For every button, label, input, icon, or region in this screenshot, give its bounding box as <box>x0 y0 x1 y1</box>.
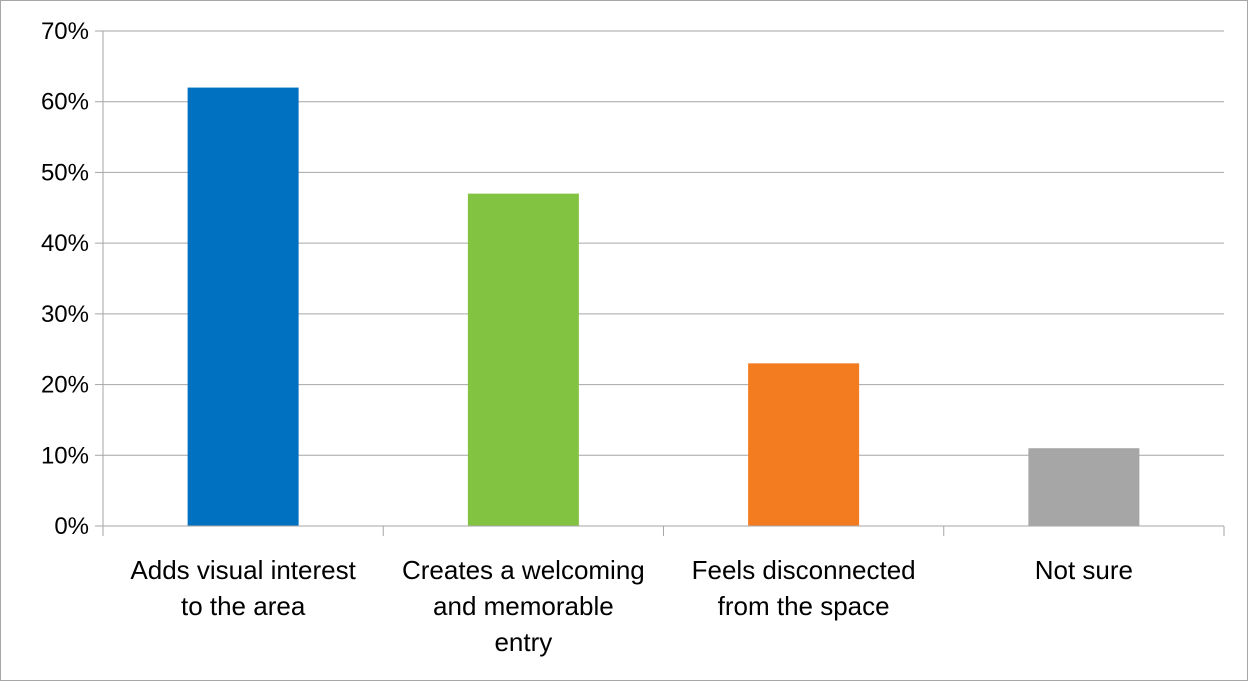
y-axis-tick-labels: 0% 10% 20% 30% 40% 50% 60% 70% <box>41 18 89 540</box>
x-category-label: Not sure <box>1035 555 1133 585</box>
bar <box>467 193 579 526</box>
bar <box>1028 448 1140 526</box>
x-category-label: Feels disconnected from the space <box>692 555 916 621</box>
x-category-label: Adds visual interest to the area <box>130 555 356 621</box>
y-tick-label: 30% <box>41 301 89 328</box>
y-tick-label: 60% <box>41 89 89 116</box>
y-tick-label: 10% <box>41 442 89 469</box>
bar <box>748 363 860 526</box>
y-tick-label: 50% <box>41 159 89 186</box>
y-tick-label: 40% <box>41 230 89 257</box>
y-tick-label: 20% <box>41 372 89 399</box>
x-category-label: Creates a welcoming and memorable entry <box>402 555 645 657</box>
y-tick-label: 0% <box>54 513 89 540</box>
y-tick-label: 70% <box>41 18 89 45</box>
bar <box>187 87 299 527</box>
x-axis <box>102 31 1225 536</box>
bars <box>187 87 1140 527</box>
x-axis-category-labels: Adds visual interest to the area Creates a… <box>130 555 1133 657</box>
